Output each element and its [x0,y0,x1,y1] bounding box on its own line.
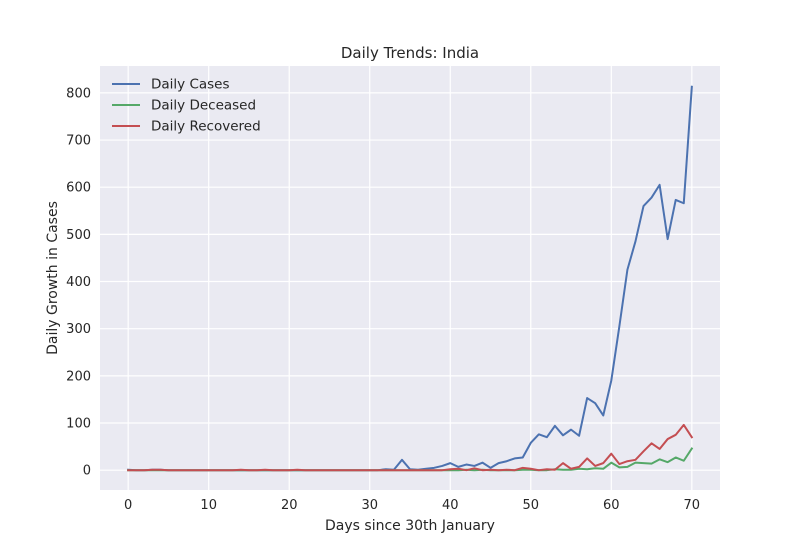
chart-title: Daily Trends: India [341,44,479,62]
x-tick-label: 0 [124,498,132,513]
legend-label: Daily Cases [151,77,230,93]
y-tick-label: 200 [66,369,91,384]
x-tick-label: 70 [684,498,701,513]
y-tick-label: 500 [66,228,91,243]
x-axis-label: Days since 30th January [325,518,495,534]
y-tick-label: 100 [66,417,91,432]
legend: Daily Cases Daily Deceased Daily Recovered [112,77,261,135]
x-tick-label: 20 [281,498,298,513]
y-tick-label: 700 [66,134,91,149]
y-tick-labels: 0 100 200 300 400 500 600 700 800 [66,86,91,478]
x-tick-label: 50 [523,498,540,513]
legend-label: Daily Deceased [151,98,256,114]
x-tick-label: 60 [603,498,620,513]
x-tick-label: 10 [200,498,217,513]
y-tick-label: 400 [66,275,91,290]
x-tick-labels: 0 10 20 30 40 50 60 70 [124,498,700,513]
x-tick-label: 30 [361,498,378,513]
y-tick-label: 800 [66,86,91,101]
y-axis-label: Daily Growth in Cases [45,201,61,355]
series-line-daily-recovered [127,423,694,472]
x-tick-label: 40 [442,498,459,513]
legend-label: Daily Recovered [151,119,261,135]
y-tick-label: 0 [83,464,91,479]
plot-background [100,66,720,490]
y-tick-label: 600 [66,181,91,196]
series-lines [127,85,694,472]
y-tick-label: 300 [66,322,91,337]
